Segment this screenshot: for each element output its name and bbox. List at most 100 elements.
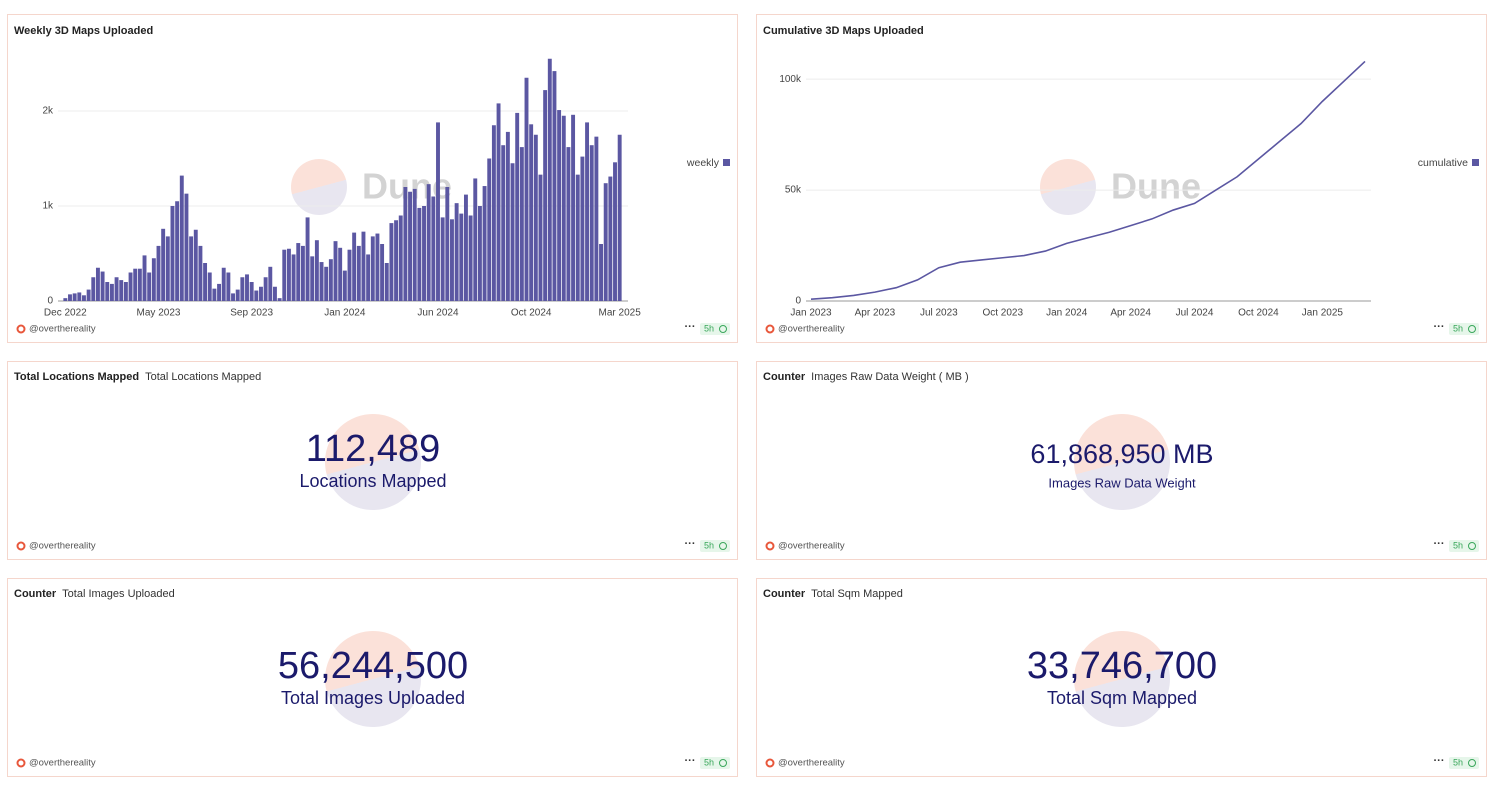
bar [95,267,100,301]
panel-title: Total Locations Mapped [145,371,261,383]
bar [282,249,287,301]
x-tick-label: Oct 2023 [982,308,1023,319]
panel-canvas: @overthereality ··· 5h Counter Total Sqm Map… [763,588,1479,769]
bar [221,267,226,301]
watermark-circle [1074,414,1170,510]
bar [193,229,198,301]
watermark-circle [1040,159,1096,215]
bar [450,219,454,301]
author: @overthereality [778,758,845,769]
bar [212,288,217,301]
bar [100,271,105,301]
bar [580,156,585,301]
panel-canvas: @overthereality ··· 5h Counter Total Images … [14,588,730,769]
bar [147,272,152,301]
menu-dots[interactable]: ··· [1434,538,1445,550]
bar [175,201,180,301]
bar [473,178,478,301]
menu-dots[interactable]: ··· [685,321,696,333]
bar [380,244,385,301]
panel: @overthereality ··· 5h Counter Total Images … [7,578,738,777]
author: @overthereality [778,541,845,552]
panel: @overthereality ··· 5h Total Locations Mapp… [7,361,738,560]
bar [426,184,431,301]
bar [245,274,249,301]
bar [333,241,338,301]
bar [557,110,562,301]
legend-label: weekly [686,157,720,169]
bar [82,295,86,301]
bar [179,175,184,301]
x-tick-label: Jun 2024 [417,308,459,319]
bar [543,90,548,301]
menu-dots[interactable]: ··· [685,538,696,550]
x-tick-label: Oct 2024 [511,308,552,319]
bar [566,147,571,301]
bar [142,255,147,301]
author-icon [765,758,775,768]
bar [328,259,333,301]
bar [496,103,501,302]
y-tick-label: 100k [779,74,802,85]
author-icon [765,541,775,551]
age: 5h [704,757,714,767]
age-check [719,759,727,767]
panel-canvas: @overthereality ··· 5h Counter Images Raw Da… [763,371,1479,552]
bar [370,236,375,301]
panel-kind: Counter [14,588,57,600]
line [810,60,1366,301]
bar [463,194,468,301]
bar [114,277,119,301]
bar [491,125,496,301]
bar [342,270,347,301]
menu-dots[interactable]: ··· [1434,755,1445,767]
age: 5h [1453,540,1463,550]
bar [431,196,436,301]
bar [608,176,613,301]
panel-canvas: @overthereality ··· 5h Cumulative 3D Maps U… [763,25,1479,335]
bar [403,187,408,301]
menu-dots[interactable]: ··· [1434,321,1445,333]
panel-title: Images Raw Data Weight ( MB ) [811,371,969,383]
bar [384,263,389,301]
bar [538,174,543,301]
legend-label: cumulative [1418,157,1468,169]
bar [305,217,310,301]
x-tick-label: Apr 2024 [1110,308,1151,319]
age-check [1468,542,1476,550]
bar [291,254,296,301]
bar [417,207,422,301]
age-check [719,325,727,333]
bar [123,282,128,301]
author-icon [16,324,26,334]
bar [347,249,352,301]
bar [231,293,235,301]
counter-label: Locations Mapped [299,471,446,491]
author-icon [16,541,26,551]
bar [137,268,142,301]
counter-value: 56,244,500 [278,645,468,687]
bar [77,292,82,301]
bar [352,232,357,301]
bar [445,187,450,301]
panel-canvas: @overthereality ··· 5h Weekly 3D Maps Uploa… [14,25,730,335]
bar [547,58,552,301]
bar [533,134,538,301]
bar [249,282,254,301]
author-icon [16,758,26,768]
panel: @overthereality ··· 5h Weekly 3D Maps Uploa… [7,14,738,343]
bar [617,134,622,301]
bar [575,174,580,301]
bar [589,145,594,301]
x-tick-label: May 2023 [137,308,181,319]
bar [165,236,170,301]
menu-dots[interactable]: ··· [685,755,696,767]
bar [63,298,68,301]
x-tick-label: Jan 2024 [1046,308,1088,319]
counter-label: Total Images Uploaded [281,688,465,708]
y-tick-label: 0 [795,296,801,307]
bar [594,136,599,301]
bar [207,272,212,301]
bar [585,122,590,302]
bar [68,294,72,301]
